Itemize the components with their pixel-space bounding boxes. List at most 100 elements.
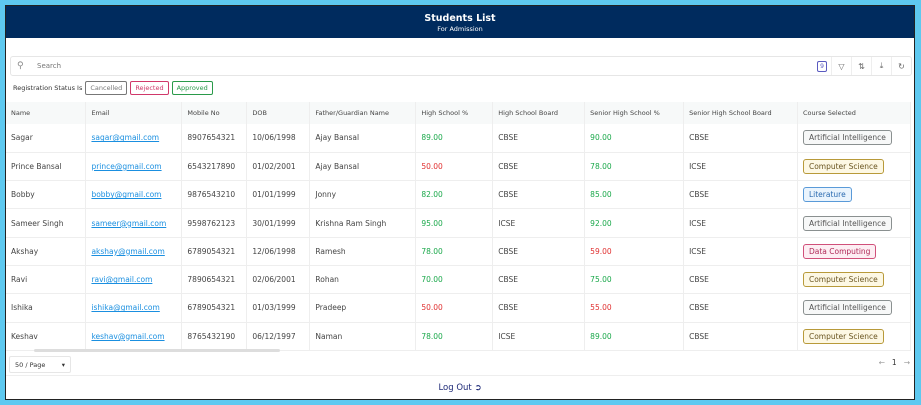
cell-name: Ishika — [6, 293, 87, 323]
course-tag: Data Computing — [802, 243, 877, 259]
cell-email: ishika@gmail.com — [85, 293, 183, 323]
course-tag: Artificial Intelligence — [802, 300, 892, 316]
course-tag: Computer Science — [802, 328, 884, 344]
email-link[interactable]: bobby@gmail.com — [91, 190, 162, 200]
page-size-value: 50 / Page — [15, 360, 46, 369]
status-chip-rejected[interactable]: Rejected — [130, 81, 169, 95]
footer: Log Out ➲ — [6, 375, 914, 400]
cell-name: Ravi — [6, 265, 87, 295]
email-link[interactable]: ravi@gmail.com — [91, 275, 153, 285]
cell-shs-board: CBSE — [683, 293, 798, 323]
course-tag: Computer Science — [802, 158, 884, 174]
prev-page-icon[interactable]: ← — [878, 358, 885, 367]
cell-hs-percent: 78.00 — [415, 322, 494, 351]
table-row[interactable]: Ishika ishika@gmail.com 6789054321 01/03/19… — [6, 293, 912, 323]
cell-mobile: 8765432190 — [181, 322, 248, 351]
column-header[interactable]: Name — [6, 102, 87, 124]
horizontal-scrollbar[interactable] — [34, 349, 280, 352]
cell-course: Computer Science — [797, 322, 912, 351]
current-page[interactable]: 1 — [891, 358, 897, 367]
refresh-icon[interactable]: ↻ — [891, 57, 911, 75]
cell-shs-board: CBSE — [683, 124, 798, 153]
cell-shs-percent: 75.00 — [584, 265, 685, 295]
cell-hs-percent: 50.00 — [415, 293, 494, 323]
course-tag: Artificial Intelligence — [802, 215, 892, 231]
email-link[interactable]: akshay@gmail.com — [91, 246, 165, 256]
email-link[interactable]: sameer@gmail.com — [91, 218, 167, 228]
column-header[interactable]: DOB — [246, 102, 311, 124]
column-header[interactable]: Course Selected — [797, 102, 912, 124]
cell-hs-percent: 89.00 — [415, 124, 494, 153]
cell-guardian: Ajay Bansal — [309, 152, 417, 182]
cell-name: Keshav — [6, 322, 87, 351]
cell-shs-percent: 55.00 — [584, 293, 685, 323]
cell-hs-percent: 95.00 — [415, 208, 494, 238]
sort-icon[interactable]: ⇅ — [851, 57, 871, 75]
cell-course: Literature — [797, 180, 912, 210]
cell-name: Bobby — [6, 180, 87, 210]
table-row[interactable]: Ravi ravi@gmail.com 7890654321 02/06/2001 Ro… — [6, 265, 912, 295]
table-row[interactable]: Keshav keshav@gmail.com 8765432190 06/12/19… — [6, 322, 912, 351]
cell-shs-board: ICSE — [683, 237, 798, 266]
cell-course: Artificial Intelligence — [797, 293, 912, 323]
column-header[interactable]: Father/Guardian Name — [309, 102, 417, 124]
cell-dob: 30/01/1999 — [246, 208, 311, 238]
page-size-select[interactable]: 50 / Page ▾ — [9, 356, 71, 373]
cell-mobile: 9876543210 — [181, 180, 248, 210]
cell-course: Artificial Intelligence — [797, 208, 912, 238]
cell-guardian: Rohan — [309, 265, 417, 295]
download-icon[interactable]: ⤓ — [871, 57, 891, 75]
status-chip-cancelled[interactable]: Cancelled — [85, 81, 128, 95]
table-row[interactable]: Prince Bansal prince@gmail.com 6543217890 0… — [6, 152, 912, 182]
table-row[interactable]: Bobby bobby@gmail.com 9876543210 01/01/1999… — [6, 180, 912, 210]
table-row[interactable]: Sagar sagar@gmail.com 8907654321 10/06/1998… — [6, 124, 912, 153]
filter-icon[interactable]: ▽ — [831, 57, 851, 75]
cell-dob: 12/06/1998 — [246, 237, 311, 266]
page-subtitle: For Admission — [437, 25, 483, 33]
email-link[interactable]: keshav@gmail.com — [91, 331, 165, 341]
search-icon: ⚲ — [17, 61, 24, 71]
cell-email: sameer@gmail.com — [85, 208, 183, 238]
cell-hs-percent: 50.00 — [415, 152, 494, 182]
column-header[interactable]: High School % — [415, 102, 494, 124]
page-header: Students List For Admission — [6, 6, 914, 38]
cell-guardian: Naman — [309, 322, 417, 351]
column-count-badge[interactable]: 9 — [817, 60, 827, 72]
table-header-row: Name Email Mobile No DOB Father/Guardian Nam… — [6, 102, 912, 124]
status-label: Registration Status Is — [13, 84, 83, 92]
email-link[interactable]: prince@gmail.com — [91, 161, 162, 171]
table-row[interactable]: Akshay akshay@gmail.com 6789054321 12/06/19… — [6, 237, 912, 266]
column-header[interactable]: Email — [85, 102, 183, 124]
next-page-icon[interactable]: → — [903, 358, 910, 367]
column-header[interactable]: Mobile No — [181, 102, 248, 124]
search-input[interactable] — [37, 62, 818, 70]
column-header[interactable]: Senior High School Board — [683, 102, 798, 124]
table-row[interactable]: Sameer Singh sameer@gmail.com 9598762123 30… — [6, 208, 912, 238]
cell-name: Akshay — [6, 237, 87, 266]
cell-email: ravi@gmail.com — [85, 265, 183, 295]
cell-shs-percent: 90.00 — [584, 124, 685, 153]
cell-course: Computer Science — [797, 265, 912, 295]
logout-button[interactable]: Log Out ➲ — [438, 383, 481, 393]
cell-shs-board: CBSE — [683, 180, 798, 210]
cell-hs-board: CBSE — [492, 265, 586, 295]
cell-course: Data Computing — [797, 237, 912, 266]
cell-guardian: Jonny — [309, 180, 417, 210]
email-link[interactable]: sagar@gmail.com — [91, 133, 160, 143]
pagination: ← 1 → — [879, 358, 910, 367]
email-link[interactable]: ishika@gmail.com — [91, 303, 160, 313]
cell-mobile: 8907654321 — [181, 124, 248, 153]
column-header[interactable]: Senior High School % — [584, 102, 685, 124]
caret-down-icon: ▾ — [61, 360, 65, 369]
status-filter: Registration Status Is Cancelled Rejecte… — [13, 81, 213, 95]
cell-email: keshav@gmail.com — [85, 322, 183, 351]
cell-dob: 10/06/1998 — [246, 124, 311, 153]
course-tag: Literature — [802, 187, 852, 203]
cell-shs-percent: 92.00 — [584, 208, 685, 238]
cell-guardian: Pradeep — [309, 293, 417, 323]
students-table: Name Email Mobile No DOB Father/Guardian Nam… — [6, 102, 912, 351]
cell-guardian: Krishna Ram Singh — [309, 208, 417, 238]
cell-course: Computer Science — [797, 152, 912, 182]
column-header[interactable]: High School Board — [492, 102, 586, 124]
status-chip-approved[interactable]: Approved — [171, 81, 213, 95]
